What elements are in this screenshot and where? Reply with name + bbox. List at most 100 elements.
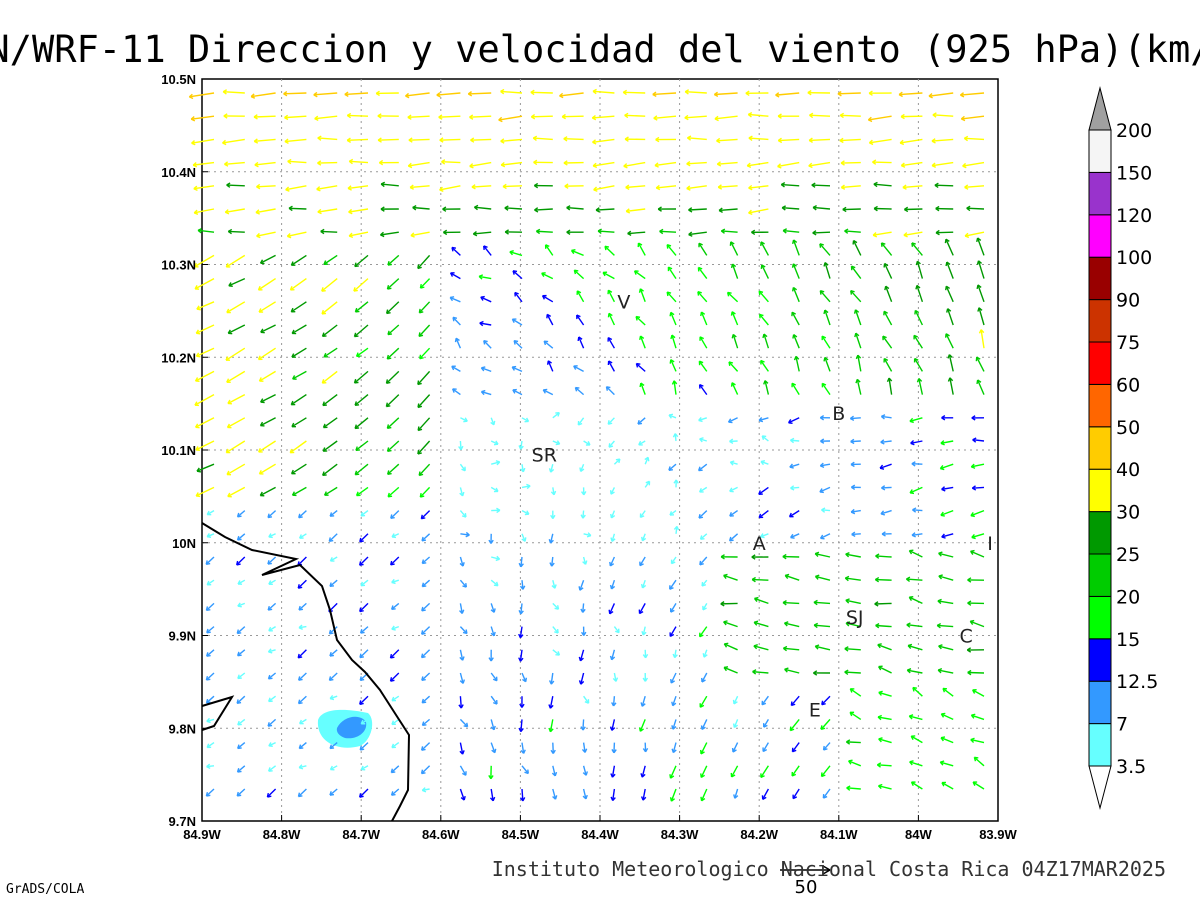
- wind-vector-head: [463, 417, 468, 423]
- wind-vector-head: [387, 492, 393, 498]
- wind-vector: [688, 231, 707, 236]
- wind-vector: [582, 603, 585, 613]
- colorbar-swatch: [1088, 341, 1112, 385]
- wind-vector-head: [849, 415, 855, 422]
- wind-vector: [552, 788, 557, 800]
- wind-vector: [640, 382, 646, 395]
- wind-vector-head: [607, 360, 613, 366]
- wind-vector-head: [758, 417, 764, 423]
- wind-vector: [868, 115, 892, 121]
- wind-vector: [521, 672, 527, 682]
- wind-vector-head: [488, 539, 494, 544]
- wind-vector-head: [605, 386, 611, 391]
- wind-vector-head: [493, 581, 499, 587]
- wind-vector: [635, 363, 646, 372]
- wind-vector: [964, 185, 985, 189]
- wind-vector-head: [360, 765, 366, 771]
- wind-vector: [819, 243, 831, 256]
- wind-vector-head: [714, 115, 719, 122]
- wind-vector: [686, 161, 707, 165]
- wind-vector-head: [463, 722, 469, 728]
- wind-vector: [877, 764, 892, 767]
- wind-vector-head: [329, 512, 335, 517]
- colorbar-label: 12.5: [1116, 671, 1158, 693]
- wind-vector-head: [461, 771, 467, 776]
- wind-vector-head: [546, 313, 552, 319]
- lon-tick-label: 84.7W: [342, 827, 380, 842]
- wind-vector: [420, 510, 431, 520]
- wind-vector: [684, 115, 707, 119]
- wind-vector-head: [459, 750, 465, 755]
- wind-vector: [421, 533, 431, 542]
- wind-vector: [791, 765, 800, 777]
- wind-vector-head: [554, 628, 559, 634]
- axis-labels: 84.9W 84.8W 84.7W 84.6W 84.5W 84.4W 84.3W 84.2W…: [161, 72, 1017, 842]
- wind-vector-head: [941, 533, 946, 539]
- wind-vector-head: [881, 485, 886, 491]
- wind-vector-head: [354, 401, 360, 406]
- wind-vector-head: [822, 794, 828, 799]
- wind-vector-head: [578, 680, 585, 685]
- wind-vector-head: [258, 377, 264, 382]
- wind-vector-head: [317, 135, 322, 141]
- wind-vector: [775, 92, 800, 96]
- wind-vector-head: [607, 312, 613, 318]
- wind-vector-head: [291, 422, 296, 428]
- wind-vector: [728, 417, 738, 423]
- wind-vector: [685, 90, 707, 94]
- wind-vector-head: [851, 531, 856, 537]
- wind-vector-head: [223, 113, 228, 119]
- wind-vector-head: [353, 287, 358, 292]
- lon-tick-label: 84.1W: [820, 827, 858, 842]
- wind-vector: [470, 138, 492, 141]
- wind-vector: [284, 115, 307, 119]
- wind-vector: [194, 254, 215, 268]
- wind-vector-head: [867, 116, 873, 123]
- wind-vector-head: [359, 607, 364, 613]
- wind-vector: [283, 92, 307, 95]
- wind-vector-head: [940, 511, 945, 517]
- wind-vector: [789, 463, 800, 468]
- wind-vector-head: [206, 763, 211, 770]
- wind-vector-head: [518, 633, 524, 639]
- wind-vector: [730, 241, 739, 256]
- wind-vector: [718, 185, 738, 188]
- wind-vector-head: [686, 160, 691, 167]
- colorbar-label: 75: [1116, 332, 1140, 354]
- wind-vector: [387, 324, 400, 336]
- wind-vector-head: [470, 137, 475, 143]
- wind-vector: [820, 533, 831, 539]
- wind-vector-head: [574, 386, 580, 392]
- wind-vector: [254, 115, 276, 118]
- wind-vector-head: [702, 605, 707, 611]
- wind-vector-head: [205, 791, 211, 797]
- wind-vector-head: [916, 378, 923, 383]
- wind-vector-head: [548, 680, 555, 685]
- wind-vector-head: [652, 91, 657, 98]
- wind-vector-head: [684, 89, 690, 95]
- wind-vector: [329, 626, 338, 635]
- wind-vector: [809, 114, 831, 117]
- wind-vector-head: [259, 491, 265, 497]
- wind-vector: [291, 417, 307, 428]
- wind-vector-head: [348, 232, 354, 239]
- wind-vector-head: [673, 525, 680, 531]
- wind-vector-head: [900, 162, 906, 168]
- wind-vector-head: [938, 551, 943, 557]
- wind-vector-head: [417, 426, 423, 432]
- wind-vector: [642, 626, 646, 636]
- wind-vector-head: [940, 440, 945, 446]
- wind-vector-head: [726, 291, 732, 297]
- map-title: IMN/WRF-11 Direccion y velocidad del vie…: [0, 28, 1200, 71]
- wind-vector: [359, 533, 369, 543]
- city-label: E: [809, 700, 821, 722]
- wind-vector: [452, 316, 461, 326]
- wind-vector-head: [669, 585, 674, 590]
- wind-vector-head: [449, 272, 455, 277]
- wind-vector-head: [421, 698, 427, 704]
- colorbar-label: 7: [1116, 714, 1128, 736]
- wind-vector-head: [286, 233, 292, 239]
- wind-vector-head: [493, 440, 499, 446]
- wind-vector: [266, 788, 277, 798]
- wind-vector: [531, 115, 553, 118]
